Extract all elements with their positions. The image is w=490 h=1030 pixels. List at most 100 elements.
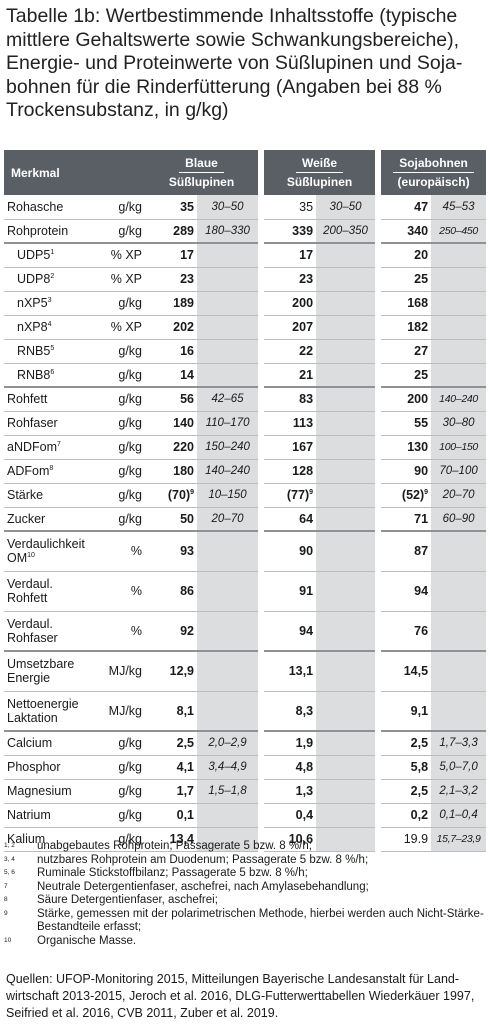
value-text: 9,1: [410, 703, 429, 718]
value-text: 4,8: [295, 760, 314, 774]
range-cell: [431, 611, 487, 652]
table-row: nXP84% XP 202 207 182: [4, 315, 487, 340]
range-cell: [197, 291, 259, 316]
row-unit: g/kg: [105, 195, 146, 220]
value-text: 94: [414, 584, 429, 598]
value-text: 55: [414, 416, 429, 430]
range-cell: [316, 363, 376, 388]
row-unit: % XP: [105, 315, 146, 340]
row-unit: g/kg: [105, 459, 146, 484]
value-cell: 9,1: [381, 691, 432, 732]
range-cell: [197, 267, 259, 292]
range-cell: 3,4–4,9: [197, 755, 259, 780]
value-cell: 23: [145, 267, 198, 292]
row-label-text-2: Rohfett: [7, 591, 48, 605]
range-cell: [316, 651, 376, 692]
range-cell: [197, 531, 259, 572]
value-cell: 167: [264, 435, 317, 460]
range-cell: [197, 691, 259, 732]
range-cell: 0,1–0,4: [431, 803, 487, 828]
row-unit: % XP: [105, 267, 146, 292]
row-label-text: Rohasche: [7, 199, 64, 214]
value-text: 13,1: [288, 664, 314, 679]
range-cell: [197, 651, 259, 692]
table-row: UDP51% XP 17 17 20: [4, 243, 487, 268]
row-label-text: Phosphor: [7, 760, 61, 774]
value-text: 35: [299, 199, 314, 214]
range-cell: 30–80: [431, 411, 487, 436]
range-cell: 42–65: [197, 387, 259, 412]
value-text: 189: [173, 296, 195, 310]
row-label-text: Nettoenergie: [7, 696, 79, 711]
value-text: 23: [299, 272, 314, 286]
table-row: Phosphor g/kg 4,1 3,4–4,9 4,8 5,8 5,0–7,0: [4, 755, 487, 780]
value-text: 14,5: [403, 664, 429, 679]
value-cell: 64: [264, 507, 317, 532]
value-cell: 27: [381, 339, 432, 364]
row-unit: g/kg: [105, 411, 146, 436]
range-cell: 20–70: [197, 507, 259, 532]
range-cell: [316, 531, 376, 572]
value-cell: 22: [264, 339, 317, 364]
value-text: 19.9: [403, 832, 429, 846]
value-text: 86: [180, 584, 195, 598]
value-cell: 200: [381, 387, 432, 412]
value-cell: 0,4: [264, 803, 317, 828]
row-label: RNB55: [4, 339, 105, 364]
range-cell: 20–70: [431, 483, 487, 508]
value-text: 5,8: [410, 760, 429, 774]
row-label: UDP82: [4, 267, 105, 292]
value-cell: 140: [145, 411, 198, 436]
range-cell: [197, 571, 259, 612]
superscript: 3: [47, 296, 52, 304]
table-row: Rohfaser g/kg 140 110–170 113 55 30–80: [4, 411, 487, 436]
table-row: nXP53 g/kg 189 200 168: [4, 291, 487, 316]
footnote-key: 10: [4, 936, 12, 944]
value-cell: 220: [145, 435, 198, 460]
table-row: Natrium g/kg 0,1 0,4 0,2 0,1–0,4: [4, 803, 487, 828]
row-label-text: Verdaul.: [7, 577, 53, 591]
value-cell: 13,4: [145, 827, 198, 852]
value-cell: 0,2: [381, 803, 432, 828]
range-cell: 2,0–2,9: [197, 731, 259, 756]
row-unit: %: [105, 531, 146, 572]
range-cell: [431, 531, 487, 572]
table-row: Zucker g/kg 50 20–70 64 71 60–90: [4, 507, 487, 532]
range-cell: 140–240: [431, 387, 487, 412]
value-cell: 90: [264, 531, 317, 572]
value-text: 47: [414, 199, 429, 214]
value-text: 167: [292, 440, 314, 454]
range-cell: 10–150: [197, 483, 259, 508]
value-cell: 168: [381, 291, 432, 316]
value-text: 202: [173, 320, 195, 334]
range-cell: [431, 339, 487, 364]
value-text: 0,4: [295, 808, 314, 822]
value-cell: 87: [381, 531, 432, 572]
superscript: 8: [49, 464, 54, 472]
row-label: Rohfett: [4, 387, 105, 412]
footnote-text: Säure Detergentienfaser, aschefrei;: [37, 894, 218, 906]
row-label: nXP53: [4, 291, 105, 316]
footnote-text: Stärke, gemessen mit der polarimetrische…: [37, 907, 484, 934]
value-text: 50: [180, 511, 195, 526]
range-cell: [197, 803, 259, 828]
value-cell: 130: [381, 435, 432, 460]
row-unit: %: [105, 611, 146, 652]
footnote-key: 1, 2: [4, 842, 15, 849]
row-label-text: Verdaul.: [7, 616, 53, 631]
footnote-text: nutzbares Rohprotein am Duodenum; Passag…: [37, 853, 369, 866]
value-text: 64: [299, 511, 314, 526]
range-cell: [316, 803, 376, 828]
table-row: Calcium g/kg 2,5 2,0–2,9 1,9 2,5 1,7–3,3: [4, 731, 487, 756]
value-cell: (70)9: [145, 483, 198, 508]
row-unit: % XP: [105, 243, 146, 268]
range-cell: [316, 483, 376, 508]
value-cell: 21: [264, 363, 317, 388]
range-cell: [316, 507, 376, 532]
footnote-key: 7: [4, 882, 8, 890]
value-cell: 23: [264, 267, 317, 292]
value-cell: 2,5: [381, 731, 432, 756]
value-cell: 50: [145, 507, 198, 532]
range-cell: 15,7–23,9: [431, 827, 487, 852]
value-text: 207: [292, 320, 314, 334]
